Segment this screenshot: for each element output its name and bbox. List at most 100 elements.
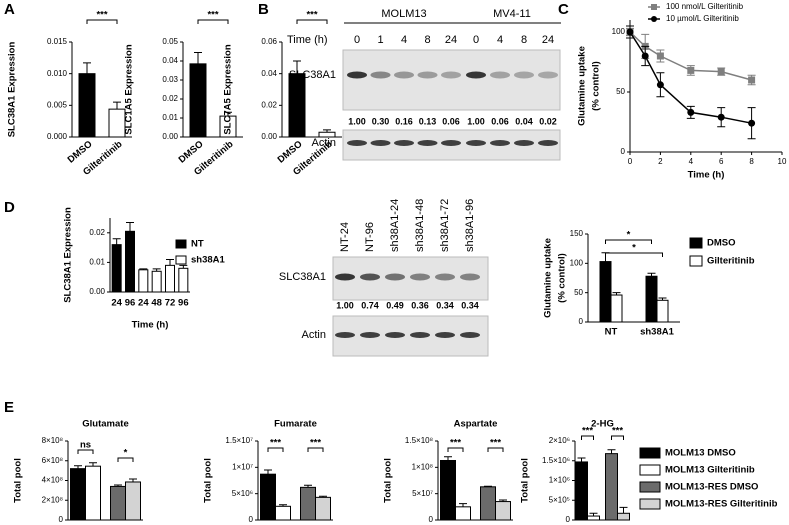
x-tick-label: sh38A1 <box>640 327 675 338</box>
x-tick-label: 24 <box>138 298 149 309</box>
y-tick-label: 0.000 <box>47 132 68 141</box>
data-point <box>748 119 756 127</box>
data-point <box>717 68 725 76</box>
y-tick-label: 1×10⁸ <box>412 462 433 471</box>
blot-band <box>417 140 438 146</box>
x-tick-label: 4 <box>689 157 694 166</box>
legend-label: 100 nmol/L Gilteritinib <box>666 2 744 11</box>
bar <box>165 264 175 293</box>
y-tick-label: 0.010 <box>47 69 68 78</box>
bar <box>85 465 101 521</box>
blot-band <box>385 332 405 338</box>
blot-band <box>441 140 461 146</box>
significance-label: * <box>632 243 636 254</box>
blot-band <box>460 332 480 338</box>
bar <box>288 73 306 138</box>
significance-bracket <box>296 19 328 24</box>
bar <box>125 481 141 521</box>
significance-bracket <box>117 457 134 462</box>
error-bar <box>484 485 492 487</box>
bar <box>138 269 149 293</box>
blot-band <box>394 140 414 146</box>
y-tick-label: 2×10⁸ <box>42 495 63 504</box>
y-tick-label: 0.02 <box>261 100 277 109</box>
legend-swatch <box>639 498 661 510</box>
y-tick-label: 5×10⁷ <box>412 489 433 498</box>
x-tick-label: 72 <box>165 298 176 309</box>
significance-label: ns <box>80 440 91 451</box>
legend-label: MOLM13 DMSO <box>665 448 736 459</box>
blot-band <box>441 71 461 79</box>
blot-band <box>435 273 455 281</box>
x-tick-label: 2 <box>658 157 663 166</box>
blot-band <box>466 71 486 79</box>
blot-band <box>514 71 534 79</box>
y-axis-label: Glutamine uptake <box>577 46 588 126</box>
significance-bracket <box>77 449 94 454</box>
bar <box>70 468 86 521</box>
error-bar <box>319 495 327 498</box>
lane-label: 4 <box>401 34 407 46</box>
legend-label: Gilteritinib <box>707 256 755 267</box>
bar <box>605 453 618 521</box>
bar <box>495 501 511 521</box>
lane-label: 1 <box>377 34 383 46</box>
y-axis-label: Total pool <box>520 458 531 503</box>
blot-band <box>435 332 455 338</box>
error-bar <box>577 457 586 462</box>
blot-band <box>360 332 380 338</box>
chart-title: Aspartate <box>454 419 498 430</box>
bar <box>300 486 316 521</box>
error-bar <box>89 462 97 467</box>
data-point <box>641 52 649 60</box>
y-tick-label: 1.5×10⁸ <box>405 436 433 445</box>
y-tick-label: 0.00 <box>89 287 105 296</box>
x-axis-label: Time (h) <box>132 320 169 331</box>
lane-label: sh38A1-48 <box>414 199 426 252</box>
band-quant: 0.34 <box>461 300 479 310</box>
data-point <box>687 108 695 116</box>
band-quant: 0.30 <box>372 116 390 126</box>
legend-label: NT <box>191 239 204 250</box>
y-axis-label: (% control) <box>557 253 568 303</box>
x-tick-label: 24 <box>111 298 122 309</box>
error-bar <box>589 512 598 517</box>
error-bar <box>279 504 287 507</box>
error-bar <box>304 484 312 488</box>
lane-label: 8 <box>521 34 527 46</box>
y-tick-label: 50 <box>616 87 625 96</box>
y-tick-label: 50 <box>574 288 583 297</box>
legend-swatch <box>689 255 703 267</box>
legend-swatch <box>639 464 661 476</box>
y-tick-label: 0.02 <box>89 228 105 237</box>
y-tick-label: 0.00 <box>162 132 178 141</box>
significance-bracket <box>605 252 663 257</box>
legend-label: sh38A1 <box>191 255 226 266</box>
bar <box>78 73 96 138</box>
legend-swatch <box>175 239 187 249</box>
bar <box>260 473 276 521</box>
significance-label: *** <box>490 438 501 449</box>
panel-label: E <box>4 399 14 416</box>
significance-label: *** <box>450 438 461 449</box>
panel-label: C <box>558 1 569 18</box>
y-tick-label: 8×10⁸ <box>42 436 63 445</box>
significance-label: * <box>627 230 631 241</box>
significance-bracket <box>487 447 504 452</box>
y-tick-label: 0.01 <box>162 113 178 122</box>
lane-label: 8 <box>424 34 430 46</box>
error-bar <box>114 484 122 487</box>
blot-band <box>370 140 391 146</box>
blot-band <box>538 71 558 79</box>
lane-label: 24 <box>445 34 457 46</box>
y-tick-label: 0 <box>566 515 571 524</box>
error-bar <box>323 129 331 133</box>
blot-band <box>460 273 480 281</box>
y-tick-label: 0.01 <box>89 258 105 267</box>
band-quant: 0.49 <box>386 300 404 310</box>
significance-label: *** <box>207 10 218 21</box>
axes <box>109 218 190 293</box>
x-tick-label: NT <box>605 327 618 338</box>
y-tick-label: 1.5×10⁶ <box>542 456 570 465</box>
lane-label: 0 <box>473 34 479 46</box>
